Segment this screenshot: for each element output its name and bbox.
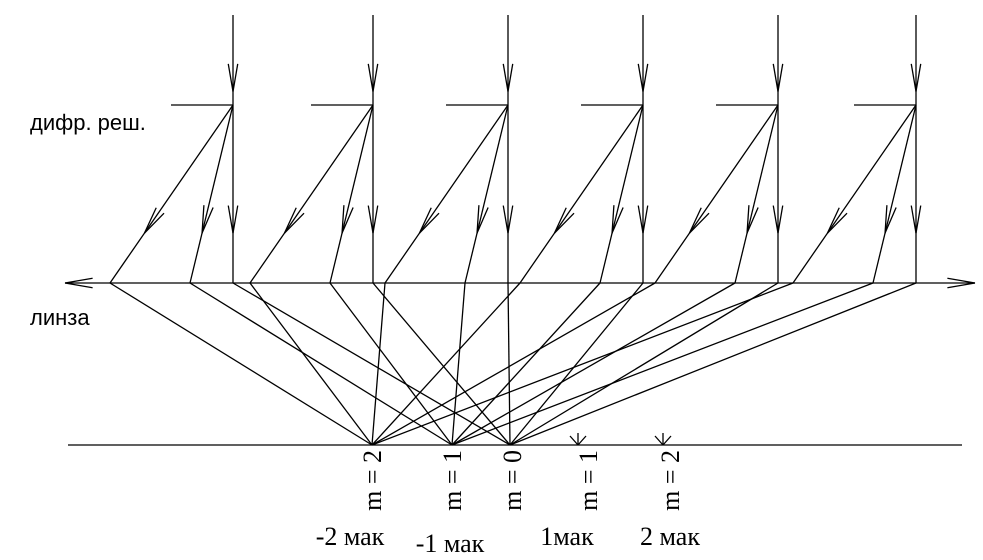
diffracted-arrow <box>746 205 750 234</box>
diffracted-arrow <box>143 212 165 234</box>
incident-arrow <box>502 63 509 92</box>
order-label: m = 1 <box>438 450 467 511</box>
diffracted-arrow <box>826 207 840 234</box>
lens-arrow <box>64 282 93 289</box>
diffracted-ray <box>189 104 234 284</box>
lens-label: линза <box>30 305 90 330</box>
focused-ray <box>329 282 453 446</box>
focused-ray <box>109 282 373 446</box>
diffracted-arrow <box>915 205 922 234</box>
focused-ray <box>451 282 601 446</box>
diffracted-arrow <box>201 207 214 234</box>
order-label: m = 0 <box>498 450 527 511</box>
diffracted-ray <box>872 104 917 284</box>
diffracted-arrow <box>826 212 848 234</box>
incident-arrow <box>232 63 239 92</box>
maximum-label: -2 мак <box>316 522 385 551</box>
focused-ray <box>232 282 511 446</box>
incident-arrow <box>367 63 374 92</box>
diffracted-arrow <box>611 205 615 234</box>
diffracted-ray <box>249 104 374 284</box>
diffracted-arrow <box>476 207 489 234</box>
diffracted-arrow <box>283 212 305 234</box>
maximum-label: 2 мак <box>640 522 700 551</box>
diffracted-arrow <box>637 205 644 234</box>
diffracted-arrow <box>227 205 234 234</box>
incident-arrow <box>777 63 784 92</box>
focused-ray <box>371 282 794 446</box>
focused-ray <box>451 282 736 446</box>
diffracted-arrow <box>372 205 379 234</box>
focused-ray <box>371 282 521 446</box>
diffracted-arrow <box>642 205 649 234</box>
diffracted-arrow <box>232 205 239 234</box>
focused-ray <box>451 282 466 446</box>
focused-ray <box>371 282 656 446</box>
diffracted-arrow <box>746 207 759 234</box>
lens-arrow <box>64 277 93 284</box>
incident-arrow <box>915 63 922 92</box>
focused-ray <box>249 282 373 446</box>
max-mark <box>569 435 579 446</box>
grating-label: дифр. реш. <box>30 110 146 135</box>
diffracted-ray <box>384 104 509 284</box>
lens-arrow <box>947 282 976 289</box>
diffracted-arrow <box>910 205 917 234</box>
diffracted-arrow <box>283 207 297 234</box>
diffracted-arrow <box>884 207 897 234</box>
diffracted-arrow <box>611 207 624 234</box>
max-mark <box>577 435 587 446</box>
maximum-label: -1 мак <box>416 529 485 558</box>
diffracted-arrow <box>476 205 480 234</box>
diffracted-arrow <box>884 205 888 234</box>
focused-ray <box>451 282 874 446</box>
diffracted-ray <box>519 104 644 284</box>
order-label: m = 2 <box>656 450 685 511</box>
incident-arrow <box>637 63 644 92</box>
diffracted-arrow <box>418 207 432 234</box>
diffracted-arrow <box>341 205 345 234</box>
diffracted-ray <box>792 104 917 284</box>
diffracted-arrow <box>507 205 514 234</box>
focused-ray <box>509 282 779 446</box>
diffracted-arrow <box>553 207 567 234</box>
incident-arrow <box>772 63 779 92</box>
diffracted-arrow <box>341 207 354 234</box>
diffracted-arrow <box>772 205 779 234</box>
incident-arrow <box>642 63 649 92</box>
diffracted-arrow <box>143 207 157 234</box>
diffracted-ray <box>109 104 234 284</box>
incident-arrow <box>227 63 234 92</box>
incident-arrow <box>507 63 514 92</box>
diffracted-arrow <box>777 205 784 234</box>
diffracted-ray <box>599 104 644 284</box>
diffracted-arrow <box>201 205 205 234</box>
diffracted-ray <box>329 104 374 284</box>
incident-arrow <box>372 63 379 92</box>
diffracted-arrow <box>367 205 374 234</box>
diffracted-ray <box>734 104 779 284</box>
diffracted-ray <box>654 104 779 284</box>
lens-arrow <box>947 277 976 284</box>
order-label: m = 2 <box>358 450 387 511</box>
order-label: m = 1 <box>574 450 603 511</box>
diffracted-arrow <box>502 205 509 234</box>
max-mark <box>654 435 664 446</box>
diffracted-arrow <box>688 212 710 234</box>
diffracted-arrow <box>553 212 575 234</box>
focused-ray <box>189 282 453 446</box>
incident-arrow <box>910 63 917 92</box>
diffracted-ray <box>464 104 509 284</box>
focused-ray <box>507 282 511 446</box>
focused-ray <box>372 282 511 446</box>
diffracted-arrow <box>688 207 702 234</box>
focused-ray <box>509 282 644 446</box>
diffracted-arrow <box>418 212 440 234</box>
focused-ray <box>371 282 386 446</box>
max-mark <box>662 435 672 446</box>
maximum-label: 1мак <box>540 522 594 551</box>
focused-ray <box>509 282 917 446</box>
